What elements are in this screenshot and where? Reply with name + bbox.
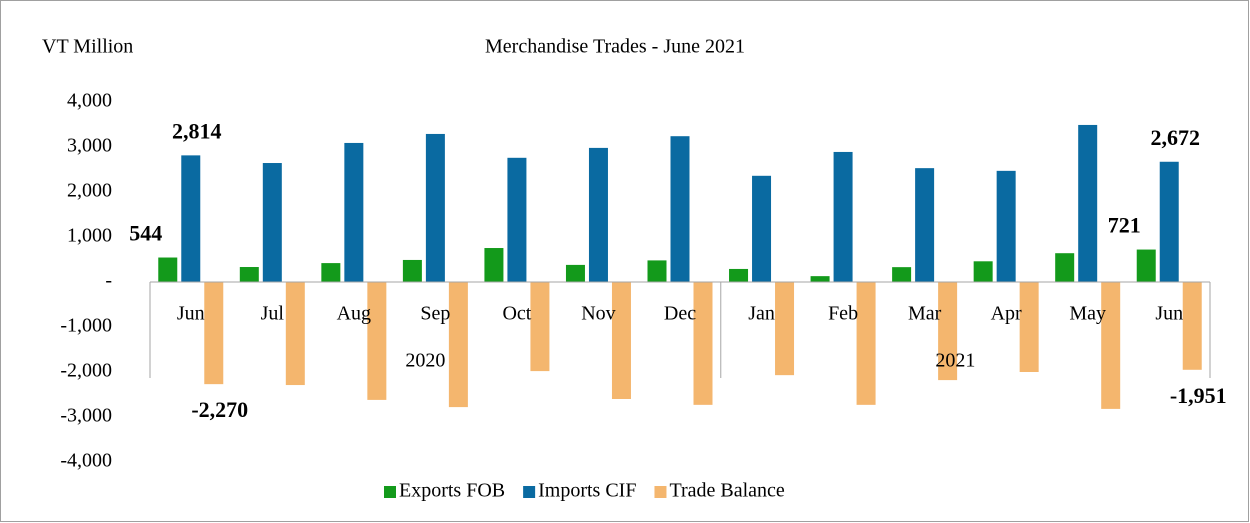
bar: [833, 151, 853, 282]
bar: [321, 263, 341, 282]
x-tick-label: Jul: [261, 303, 285, 325]
bar: [973, 261, 993, 282]
bar: [484, 248, 504, 282]
data-label: 2,814: [172, 118, 222, 143]
x-tick-label: Oct: [502, 303, 531, 325]
bar: [448, 282, 468, 408]
bar: [344, 142, 364, 282]
x-tick-label: Jan: [748, 303, 775, 325]
data-label: 544: [129, 221, 162, 246]
y-tick-label: -4,000: [60, 450, 112, 472]
x-tick-label: Aug: [337, 303, 371, 325]
bar: [507, 157, 527, 282]
bar: [915, 168, 935, 282]
bar: [1136, 249, 1156, 282]
bar: [892, 267, 912, 282]
bar: [285, 282, 305, 386]
data-label: 721: [1108, 213, 1141, 238]
y-tick-label: -2,000: [60, 360, 112, 382]
legend-label: Trade Balance: [669, 480, 784, 502]
data-label: -1,951: [1170, 383, 1227, 408]
legend-swatch: [384, 486, 396, 498]
bar: [611, 282, 631, 399]
y-tick-label: 4,000: [67, 90, 112, 112]
bar: [670, 136, 690, 282]
bar: [565, 264, 585, 282]
bar: [810, 276, 830, 282]
bar: [647, 260, 667, 282]
y-tick-label: -3,000: [60, 405, 112, 427]
legend-swatch: [654, 486, 667, 498]
bar: [693, 282, 713, 405]
bar: [588, 147, 608, 282]
group-label: 2020: [405, 350, 445, 372]
x-tick-label: Jun: [1155, 303, 1183, 325]
legend-label: Exports FOB: [399, 480, 505, 502]
x-tick-label: Dec: [664, 303, 696, 325]
group-label: 2021: [935, 350, 975, 372]
bar: [530, 282, 550, 372]
bar: [1078, 124, 1098, 282]
bar: [996, 170, 1016, 282]
bar: [1159, 161, 1179, 282]
bar: [729, 268, 749, 282]
y-tick-label: 2,000: [67, 180, 112, 202]
x-tick-label: May: [1069, 303, 1106, 325]
bar: [402, 259, 422, 282]
x-tick-label: Mar: [908, 303, 942, 325]
data-label: -2,270: [191, 397, 248, 422]
bar: [181, 155, 201, 282]
bar: [158, 257, 178, 282]
x-tick-label: Jun: [177, 303, 205, 325]
y-tick-label: 1,000: [67, 225, 112, 247]
bar: [1182, 282, 1202, 370]
bar: [1019, 282, 1039, 372]
bar: [425, 133, 445, 282]
bar: [752, 175, 772, 282]
y-tick-label: 3,000: [67, 135, 112, 157]
bar: [1055, 253, 1075, 282]
x-tick-label: Nov: [581, 303, 615, 325]
bar: [938, 282, 958, 381]
bar: [1101, 282, 1121, 409]
bar: [856, 282, 876, 405]
bar: [775, 282, 795, 376]
x-tick-label: Feb: [828, 303, 858, 325]
data-label: 2,672: [1150, 125, 1200, 150]
x-tick-label: Sep: [420, 303, 450, 325]
y-tick-label: -: [105, 270, 112, 292]
bar: [262, 163, 282, 282]
y-tick-label: -1,000: [60, 315, 112, 337]
bar: [204, 282, 224, 385]
legend-swatch: [523, 486, 536, 498]
y-axis-label: VT Million: [42, 36, 133, 58]
legend-label: Imports CIF: [538, 480, 636, 502]
bar: [239, 267, 259, 282]
x-tick-label: Apr: [991, 303, 1022, 325]
bar: [367, 282, 387, 400]
chart-title: Merchandise Trades - June 2021: [485, 36, 745, 58]
